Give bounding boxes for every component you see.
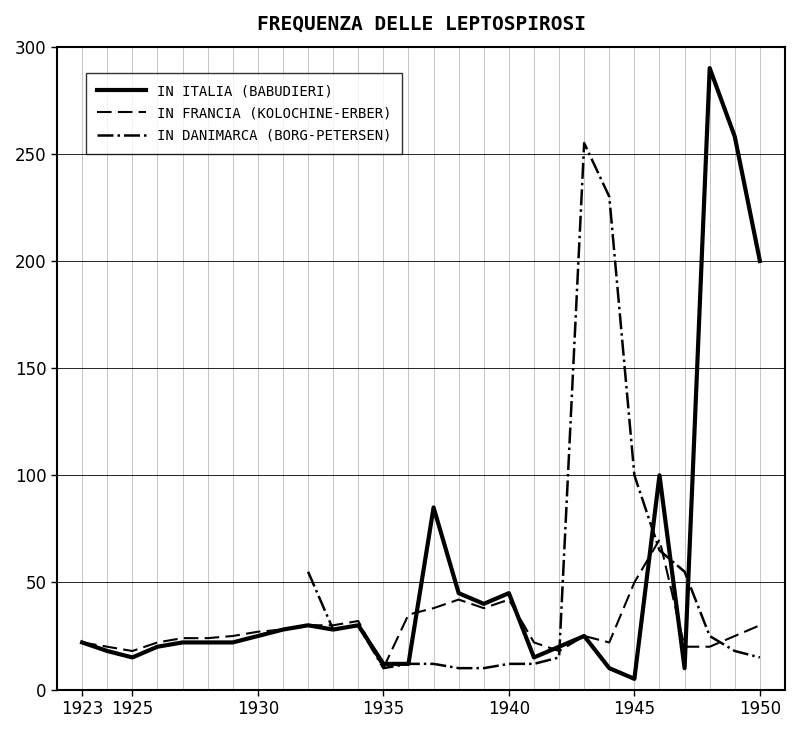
Title: FREQUENZA DELLE LEPTOSPIROSI: FREQUENZA DELLE LEPTOSPIROSI: [257, 15, 586, 34]
Legend: IN ITALIA (BABUDIERI), IN FRANCIA (KOLOCHINE-ERBER), IN DANIMARCA (BORG-PETERSEN: IN ITALIA (BABUDIERI), IN FRANCIA (KOLOC…: [86, 73, 402, 154]
